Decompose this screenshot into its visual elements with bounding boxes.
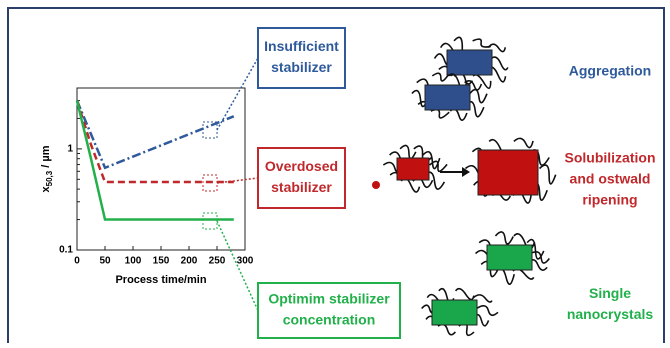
callout-text: stabilizer: [271, 59, 332, 75]
x-tick-label: 50: [99, 256, 111, 267]
x-tick-label: 150: [153, 256, 170, 267]
callout-text: Optimim stabilizer: [268, 291, 390, 307]
nanocrystal: [487, 245, 532, 270]
outcome-label: Aggregation: [569, 63, 651, 79]
nanocrystal: [447, 50, 492, 75]
dissolved-particle: [372, 181, 380, 189]
nanocrystal: [425, 85, 470, 110]
nanocrystal: [432, 300, 477, 325]
outcome-label: nanocrystals: [567, 306, 654, 322]
x-tick-label: 100: [125, 256, 142, 267]
callout-box: [258, 148, 345, 208]
y-axis-label: x50,3 / µm: [40, 145, 54, 192]
figure: 0 50 100 150 200 250 300 0.1 1 Process time/min x5…: [0, 0, 670, 343]
callout-text: concentration: [283, 312, 376, 328]
y-label-unit: / µm: [40, 145, 52, 171]
y-tick-label: 0.1: [59, 245, 73, 256]
data-line: [77, 101, 234, 182]
y-tick-label: 1: [67, 144, 73, 155]
data-line: [77, 101, 234, 168]
x-axis-label: Process time/min: [115, 274, 206, 286]
outcome-label: Single: [589, 285, 631, 301]
callout-text: stabilizer: [271, 179, 332, 195]
callout-text: Overdosed: [265, 158, 338, 174]
x-tick-label: 300: [237, 256, 254, 267]
outcome-label: Solubilization: [565, 150, 656, 166]
y-label-sub: 50,3: [45, 170, 54, 186]
nanocrystal: [478, 150, 538, 195]
curve-marker: [203, 213, 217, 229]
x-tick-label: 200: [181, 256, 198, 267]
outcome-label: ripening: [582, 192, 637, 208]
nanocrystal: [397, 158, 429, 180]
x-tick-label: 250: [209, 256, 226, 267]
outcome-label: and ostwald: [570, 171, 651, 187]
callout-text: Insufficient: [264, 38, 339, 54]
callout-box: [258, 28, 345, 88]
leader-line: [217, 58, 258, 130]
x-tick-label: 0: [74, 256, 80, 267]
